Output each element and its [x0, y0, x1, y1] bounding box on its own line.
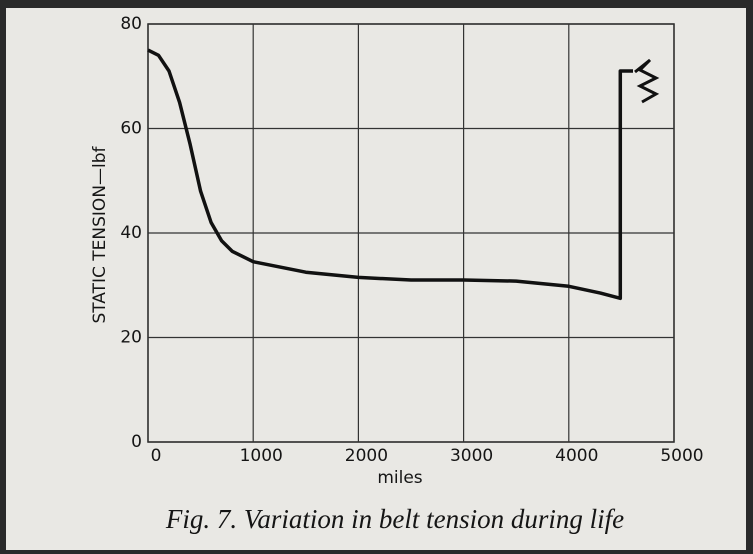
y-tick-label: 0 — [131, 432, 142, 452]
x-tick-label: 2000 — [345, 446, 388, 466]
x-tick-label: 5000 — [660, 446, 703, 466]
y-tick-label: 20 — [120, 328, 142, 348]
x-tick-label: 0 — [151, 446, 162, 466]
caption: Fig. 7. Variation in belt tension during… — [165, 504, 624, 534]
x-tick-label: 3000 — [450, 446, 493, 466]
y-tick-label: 80 — [120, 14, 142, 34]
spring-icon — [634, 58, 660, 104]
y-tick-label: 40 — [120, 223, 142, 243]
x-tick-label: 4000 — [555, 446, 598, 466]
y-tick-label: 60 — [120, 119, 142, 139]
x-tick-label: 1000 — [240, 446, 283, 466]
data-line — [147, 48, 633, 301]
y-axis-label: STATIC TENSION—lbf — [90, 145, 110, 323]
x-axis-label: miles — [377, 468, 422, 488]
